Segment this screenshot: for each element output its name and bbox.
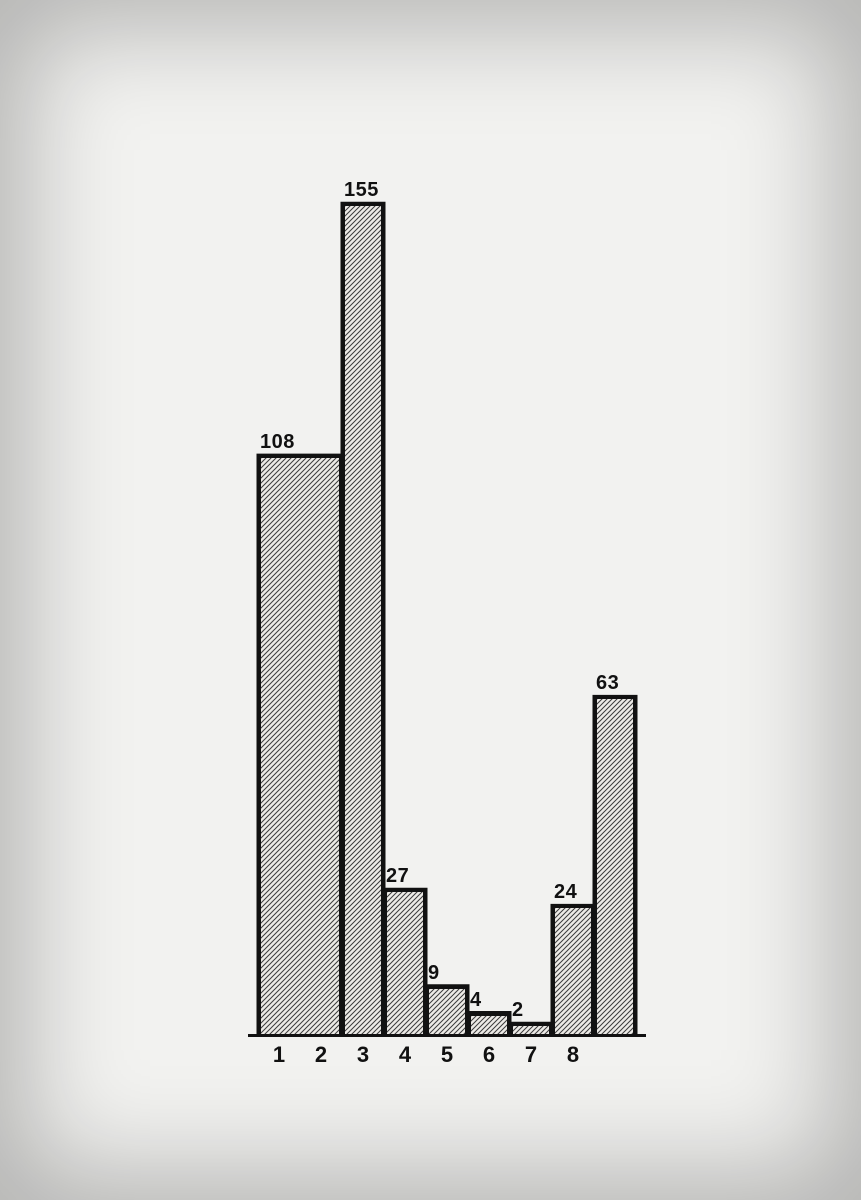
- step-outline: [0, 0, 861, 1200]
- x-tick-label: 3: [357, 1042, 369, 1068]
- x-tick-label: 4: [399, 1042, 411, 1068]
- x-tick-label: 5: [441, 1042, 453, 1068]
- x-tick-label: 1: [273, 1042, 285, 1068]
- x-tick-label: 2: [315, 1042, 327, 1068]
- x-tick-label: 7: [525, 1042, 537, 1068]
- x-tick-label: 6: [483, 1042, 495, 1068]
- x-tick-label: 8: [567, 1042, 579, 1068]
